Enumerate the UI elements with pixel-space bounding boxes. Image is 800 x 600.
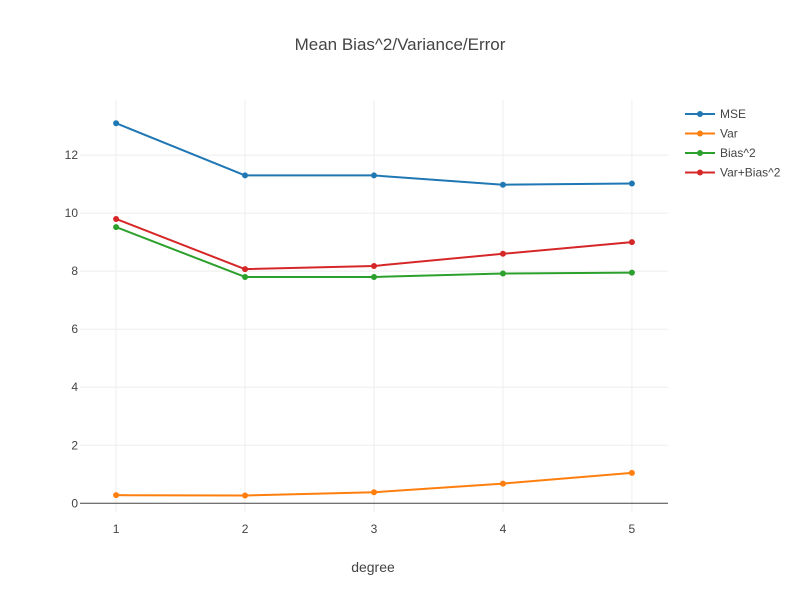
data-point[interactable]: [371, 489, 377, 496]
data-point[interactable]: [242, 266, 249, 273]
legend-item-bias-2[interactable]: Bias^2: [685, 146, 756, 160]
x-tick-label: 4: [500, 522, 507, 536]
legend-swatch-marker: [697, 150, 703, 156]
data-point[interactable]: [113, 120, 120, 127]
legend-label: Var+Bias^2: [720, 166, 781, 180]
legend-label: Bias^2: [720, 146, 756, 160]
data-point[interactable]: [499, 480, 506, 487]
legend-swatch-marker: [697, 169, 703, 176]
series-mse: [113, 120, 635, 188]
legend-item-var[interactable]: Var: [685, 127, 738, 141]
legend-swatch-marker: [697, 111, 703, 117]
legend-item-mse[interactable]: MSE: [685, 107, 746, 121]
legend-swatch-marker: [697, 130, 703, 137]
x-axis-title: degree: [351, 559, 395, 575]
legend[interactable]: MSE Var Bias^2 Var+Bias^2: [685, 107, 781, 180]
y-axis-ticks: 0 2 4 6 8 10 12: [65, 148, 79, 510]
series-var-bias-2: [113, 215, 635, 273]
data-point[interactable]: [371, 172, 377, 179]
data-point[interactable]: [628, 269, 635, 276]
y-tick-label: 2: [71, 438, 78, 452]
data-point[interactable]: [499, 270, 506, 277]
legend-label: MSE: [720, 107, 746, 121]
data-point[interactable]: [371, 273, 377, 280]
legend-label: Var: [720, 127, 738, 141]
x-axis-ticks: 1 2 3 4 5: [113, 522, 636, 536]
y-tick-label: 8: [71, 264, 78, 278]
series-var: [113, 469, 635, 499]
data-point[interactable]: [242, 273, 249, 280]
series-bias-2: [113, 224, 635, 280]
data-point[interactable]: [499, 181, 506, 188]
data-point[interactable]: [242, 172, 249, 179]
data-point[interactable]: [113, 224, 120, 231]
data-point[interactable]: [113, 492, 120, 499]
data-point[interactable]: [242, 492, 249, 499]
data-point[interactable]: [499, 250, 506, 257]
y-tick-label: 6: [71, 322, 78, 336]
chart-title: Mean Bias^2/Variance/Error: [295, 35, 506, 54]
data-point[interactable]: [628, 239, 635, 246]
y-tick-label: 0: [71, 496, 78, 510]
series-layer: [113, 120, 635, 499]
data-point[interactable]: [113, 215, 120, 222]
y-tick-label: 10: [65, 206, 79, 220]
y-tick-label: 4: [71, 380, 78, 394]
x-tick-label: 1: [113, 522, 120, 536]
x-tick-label: 5: [629, 522, 636, 536]
y-tick-label: 12: [65, 148, 79, 162]
data-point[interactable]: [371, 262, 377, 269]
x-tick-label: 2: [242, 522, 249, 536]
data-point[interactable]: [628, 469, 635, 476]
data-point[interactable]: [628, 180, 635, 187]
grid-lines: [80, 100, 668, 512]
x-tick-label: 3: [371, 522, 378, 536]
legend-item-var-bias-2[interactable]: Var+Bias^2: [685, 166, 781, 180]
